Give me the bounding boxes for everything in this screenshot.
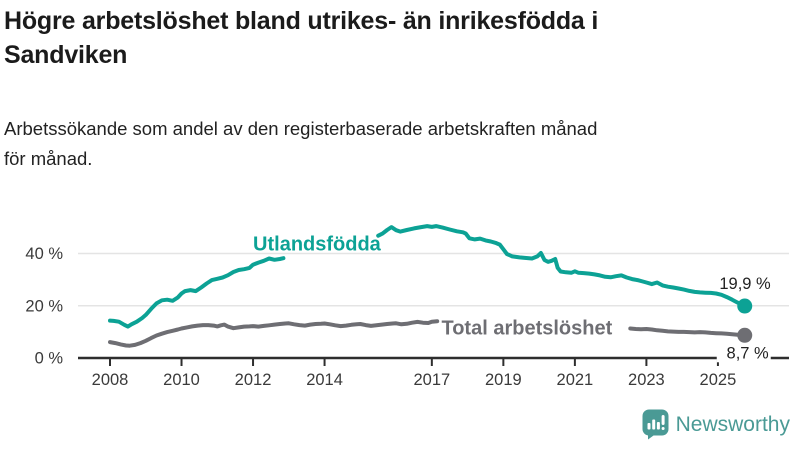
y-axis-label: 0 % bbox=[35, 350, 64, 368]
x-axis-label: 2021 bbox=[557, 371, 594, 389]
x-axis-label: 2010 bbox=[163, 371, 200, 389]
series-label: Utlandsfödda bbox=[253, 233, 382, 255]
end-value-label: 8,7 % bbox=[727, 344, 770, 362]
series-end-dot bbox=[737, 298, 753, 314]
end-value-label-bg bbox=[716, 343, 771, 363]
y-axis-label: 20 % bbox=[25, 297, 63, 315]
chart-subtitle: Arbetssökande som andel av den registerb… bbox=[4, 118, 598, 169]
x-axis-label: 2019 bbox=[485, 371, 522, 389]
series-line bbox=[108, 319, 440, 348]
x-axis-label: 2025 bbox=[700, 371, 737, 389]
series-label: Total arbetslöshet bbox=[441, 317, 612, 339]
bar-chart-speech-bubble-icon bbox=[642, 409, 669, 440]
series-line bbox=[376, 224, 747, 308]
series-line bbox=[628, 326, 747, 338]
newsworthy-logo-text: Newsworthy bbox=[675, 412, 790, 436]
series-line bbox=[108, 256, 286, 329]
series-end-dot bbox=[737, 327, 753, 343]
newsworthy-logo: Newsworthy bbox=[642, 409, 790, 440]
end-value-label: 19,9 % bbox=[719, 275, 771, 293]
x-axis-label: 2008 bbox=[92, 371, 129, 389]
x-axis-label: 2017 bbox=[413, 371, 450, 389]
page-title: Högre arbetslöshet bland utrikes- än inr… bbox=[4, 7, 599, 69]
x-axis-label: 2023 bbox=[628, 371, 665, 389]
y-axis-label: 40 % bbox=[25, 245, 63, 263]
x-axis-label: 2012 bbox=[235, 371, 272, 389]
x-axis-label: 2014 bbox=[306, 371, 343, 389]
